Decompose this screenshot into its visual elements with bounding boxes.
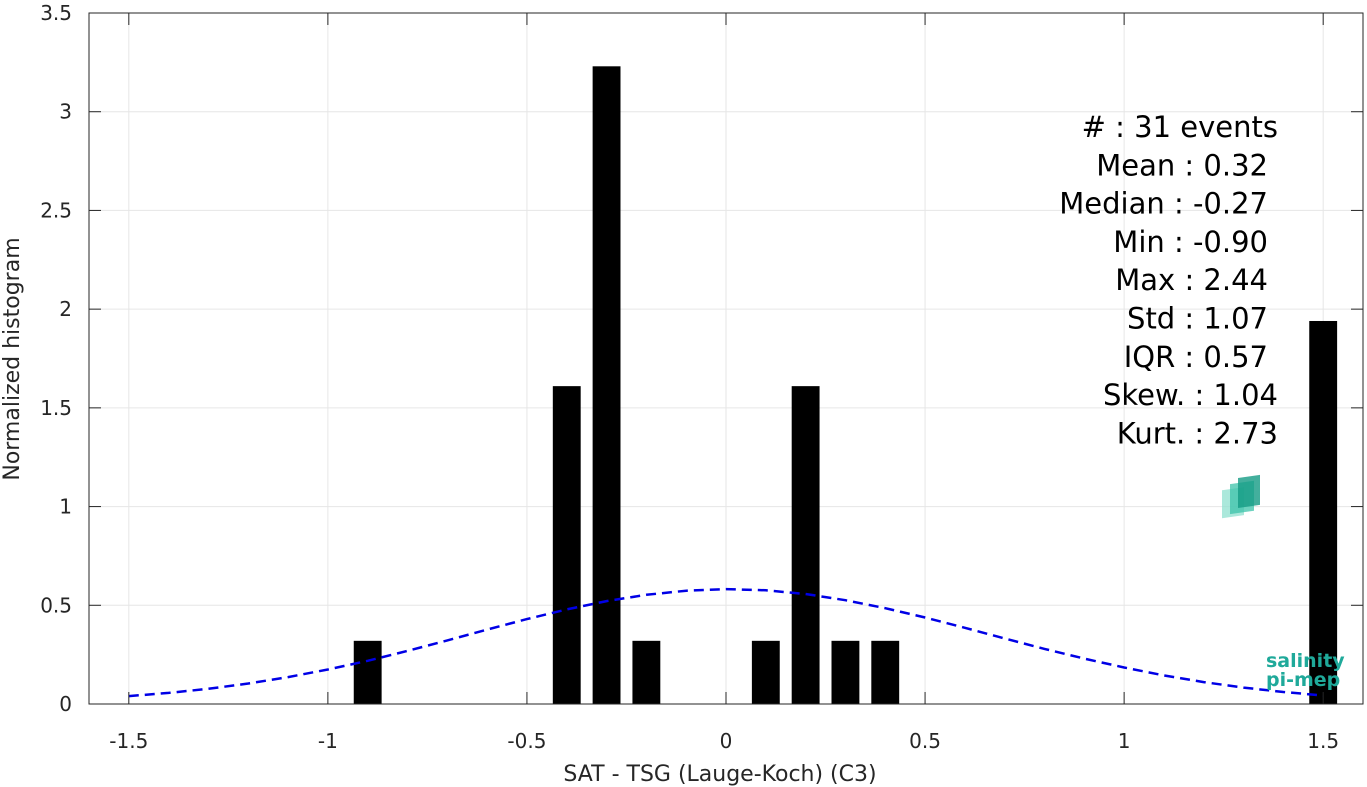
y-tick-label-6: 3 (59, 100, 72, 124)
y-tick-label-4: 2 (59, 297, 72, 321)
y-tick-label-0: 0 (59, 692, 72, 716)
stat-line-8: Kurt. : 2.73 (1117, 416, 1278, 450)
histogram-bar-2 (592, 66, 621, 704)
salinity-pimep-logo: salinity pi-mep (1222, 474, 1345, 691)
y-tick-label-5: 2.5 (40, 198, 72, 222)
axes (88, 12, 1364, 705)
y-tick-label-1: 0.5 (40, 593, 72, 617)
histogram-bar-0 (353, 640, 382, 704)
histogram-bar-1 (552, 386, 581, 704)
histogram-bar-6 (831, 640, 860, 704)
logo-text-line2: pi-mep (1266, 669, 1340, 691)
logo-text-line1: salinity (1266, 650, 1345, 672)
x-tick-label-6: 1.5 (1307, 729, 1339, 753)
y-axis-label: Normalized histogram (0, 237, 25, 480)
y-tick-label-7: 3.5 (40, 1, 72, 25)
bars (353, 66, 1338, 704)
x-tick-label-3: 0 (720, 729, 733, 753)
x-axis-label: SAT - TSG (Lauge-Koch) (C3) (563, 762, 876, 787)
x-tick-label-2: -0.5 (507, 729, 546, 753)
histogram-bar-7 (871, 640, 900, 704)
stat-line-2: Median : -0.27 (1059, 187, 1268, 221)
y-tick-label-3: 1.5 (40, 396, 72, 420)
histogram-bar-5 (791, 386, 820, 704)
logo-mark-icon (1222, 474, 1260, 519)
stat-line-0: # : 31 events (1082, 110, 1278, 144)
histogram-bar-4 (751, 640, 780, 704)
x-tick-label-5: 1 (1118, 729, 1131, 753)
x-tick-label-1: -1 (318, 729, 338, 753)
stat-line-4: Max : 2.44 (1115, 263, 1268, 297)
x-tick-label-4: 0.5 (909, 729, 941, 753)
fit-curve (128, 587, 1324, 698)
stat-line-6: IQR : 0.57 (1124, 340, 1268, 374)
x-tick-label-0: -1.5 (109, 729, 148, 753)
stats-annotation: # : 31 events Mean : 0.32 Median : -0.27 Mi… (1059, 110, 1278, 450)
y-tick-label-2: 1 (59, 495, 72, 519)
histogram-bar-8 (1309, 320, 1338, 704)
histogram-bar-3 (632, 640, 661, 704)
stat-line-5: Std : 1.07 (1127, 302, 1268, 336)
stat-line-1: Mean : 0.32 (1096, 148, 1268, 182)
stat-line-7: Skew. : 1.04 (1103, 378, 1278, 412)
fit-curve-line (128, 587, 1324, 698)
stat-line-3: Min : -0.90 (1113, 225, 1268, 259)
tick-labels: -1.5 -1 -0.5 0 0.5 1 1.5 0 0.5 1 1.5 2 2.5 3 3.5 (40, 1, 1339, 753)
